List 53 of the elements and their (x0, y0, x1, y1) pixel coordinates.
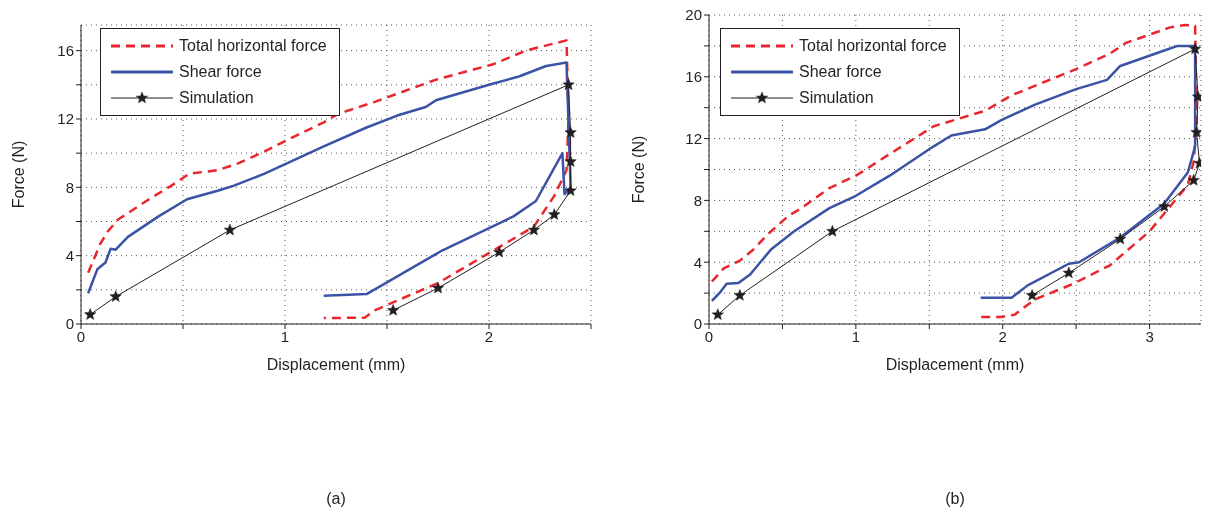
legend-label: Shear force (799, 63, 882, 81)
x-tick-label: 1 (280, 327, 290, 345)
point (1189, 42, 1201, 55)
y-tick-label: 4 (693, 253, 702, 271)
point (548, 208, 561, 220)
x-tick-label: 0 (704, 327, 714, 345)
x-tick-label: 1 (851, 327, 861, 345)
point (564, 184, 577, 196)
text: (a) (325, 490, 347, 508)
point (1190, 126, 1201, 138)
x-axis-title: Displacement (mm) (885, 356, 1025, 373)
point (527, 223, 540, 236)
legend-label: Total horizontal force (799, 37, 947, 55)
point (1158, 200, 1171, 212)
y-tick-label: 0 (65, 315, 74, 333)
point (432, 281, 444, 294)
y-tick-label: 8 (65, 178, 74, 196)
x-tick-label: 2 (998, 327, 1007, 345)
y-tick-label: 0 (693, 315, 702, 333)
x-axis-title: Displacement (mm) (266, 356, 406, 373)
point (1187, 174, 1200, 186)
y-tick-label: 16 (57, 41, 74, 59)
point (493, 245, 506, 258)
y-tick-label: 8 (693, 191, 702, 209)
y-axis-title: Force (N) (9, 140, 27, 209)
point (711, 308, 724, 320)
point (1026, 289, 1039, 301)
point (223, 223, 236, 236)
point (733, 289, 746, 301)
point (564, 126, 577, 138)
y-tick-label: 16 (685, 68, 702, 86)
y-tick-label: 4 (65, 246, 74, 264)
text: (b) (944, 490, 966, 508)
legend-label: Simulation (799, 89, 874, 107)
point (387, 304, 400, 316)
point (826, 225, 839, 237)
legend-label: Shear force (179, 63, 262, 81)
point (84, 308, 97, 320)
line-series (86, 39, 570, 320)
point (1114, 232, 1127, 245)
point (1062, 266, 1075, 279)
y-tick-label: 20 (685, 6, 702, 24)
x-tick-label: 2 (484, 327, 494, 345)
point (562, 78, 575, 90)
legend-label: Simulation (179, 89, 254, 107)
point (109, 290, 122, 302)
x-tick-label: 3 (1145, 327, 1154, 345)
y-tick-label: 12 (685, 129, 702, 147)
legend-label: Total horizontal force (179, 37, 327, 55)
point (564, 155, 577, 167)
y-tick-label: 12 (57, 110, 74, 128)
x-tick-label: 0 (76, 327, 86, 345)
y-axis-title: Force (N) (629, 135, 647, 204)
